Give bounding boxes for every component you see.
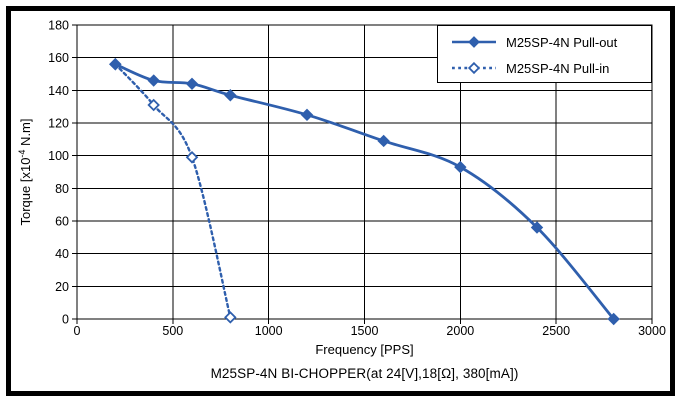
legend-item-pull-in: M25SP-4N Pull-in (451, 55, 651, 81)
x-tick-label: 2500 (542, 324, 570, 338)
pull-in-marker (147, 98, 160, 112)
x-tick-label: 0 (74, 324, 81, 338)
y-axis-title: Torque [x10-4 N.m] (17, 118, 33, 225)
pull-out-line (113, 62, 616, 321)
pull-out-legend-marker-icon (452, 36, 496, 48)
pull-out-marker (530, 221, 544, 234)
y-tick-label: 0 (62, 313, 69, 327)
pull-out-marker (147, 74, 160, 87)
y-tick-label: 160 (48, 51, 69, 65)
pull-out-marker (109, 57, 122, 71)
legend-label-pull-out: M25SP-4N Pull-out (506, 34, 618, 50)
x-axis-title: Frequency [PPS] (315, 342, 414, 357)
y-tick-label: 180 (48, 19, 69, 33)
legend-item-pull-out: M25SP-4N Pull-out (451, 29, 651, 55)
y-axis-title-prefix: Torque [x10 (18, 157, 34, 226)
y-tick-label: 60 (55, 215, 69, 229)
pull-out-legend-diamond (468, 36, 480, 48)
x-tick-label: 2000 (446, 324, 474, 338)
pull-in-marker (224, 311, 237, 324)
y-tick-label: 20 (55, 280, 69, 294)
pull-out-marker (377, 134, 390, 148)
y-axis-title-superscript: -4 (16, 149, 27, 158)
pull-out-marker (300, 108, 314, 122)
chart-caption: M25SP-4N BI-CHOPPER(at 24[V],18[Ω], 380[… (210, 366, 519, 381)
y-tick-label: 40 (55, 247, 69, 261)
pull-out-marker (607, 312, 620, 326)
x-tick-label: 3000 (638, 324, 666, 338)
x-tick-label: 1500 (351, 324, 379, 338)
pull-out-marker (224, 89, 237, 102)
x-tick-label: 500 (162, 324, 183, 338)
y-tick-label: 140 (48, 84, 69, 98)
y-tick-label: 80 (55, 182, 69, 196)
y-tick-label: 100 (48, 149, 69, 163)
legend: M25SP-4N Pull-out M25SP-4N Pull-in (437, 25, 652, 83)
pull-out-marker (454, 160, 467, 174)
y-tick-label: 120 (48, 117, 69, 131)
pull-in-line (114, 63, 232, 319)
pull-in-legend-marker-icon (452, 61, 496, 75)
y-axis-title-suffix: N.m] (18, 118, 34, 150)
x-tick-label: 1000 (255, 324, 283, 338)
pull-in-marker (185, 151, 199, 164)
legend-label-pull-in: M25SP-4N Pull-in (506, 60, 610, 76)
pull-in-legend-diamond (467, 61, 481, 75)
pull-out-marker (185, 77, 199, 91)
